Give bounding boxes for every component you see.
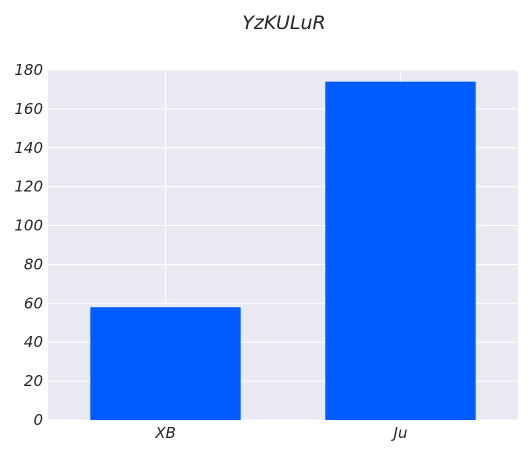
x-tick-label: XB [154, 424, 176, 442]
bar-xb [90, 307, 241, 420]
bar-ju [325, 81, 476, 421]
y-tick-label: 60 [24, 294, 43, 312]
y-tick-label: 120 [14, 178, 43, 196]
y-tick-label: 160 [14, 100, 43, 118]
y-tick-label: 80 [24, 255, 43, 273]
y-tick-label: 40 [24, 333, 43, 351]
bars [90, 81, 476, 421]
y-axis-ticks: 0 20 40 60 80 100 120 140 160 180 [14, 61, 43, 429]
chart-title: YzKULuR [242, 12, 325, 34]
y-tick-label: 0 [33, 411, 43, 429]
x-axis-ticks: XB Ju [154, 424, 407, 442]
y-tick-label: 20 [24, 372, 43, 390]
y-tick-label: 180 [14, 61, 43, 79]
y-tick-label: 100 [14, 217, 43, 235]
y-tick-label: 140 [14, 139, 43, 157]
x-tick-label: Ju [391, 424, 408, 442]
